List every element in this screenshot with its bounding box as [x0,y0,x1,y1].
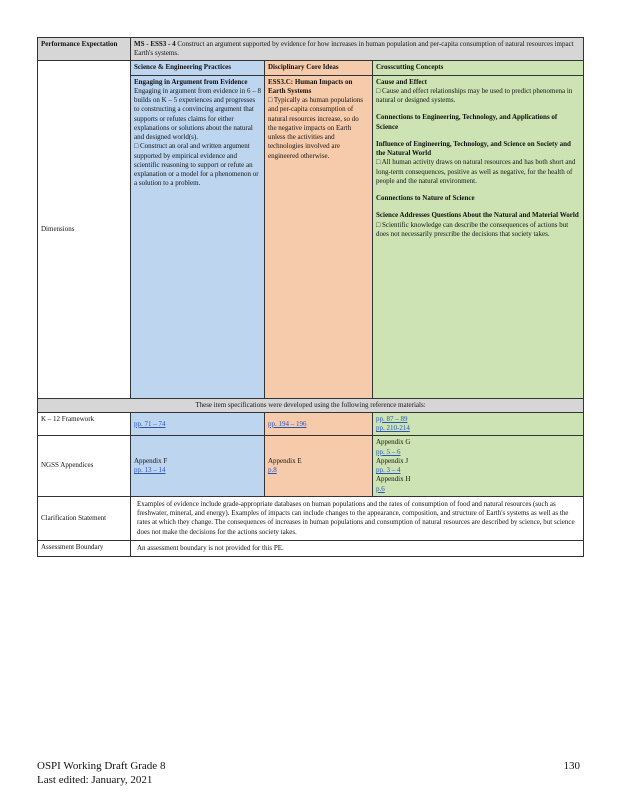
dci-body: ESS3.C: Human Impacts on Earth Systems T… [264,74,373,399]
footer-edited: Last edited: January, 2021 [37,773,153,786]
ccc-section-bullet: Scientific knowledge can describe the co… [376,221,580,239]
page-number: 130 [563,760,581,772]
framework-row: K – 12 Framework pp. 71 – 74 pp. 194 – 1… [37,411,584,437]
pe-label: Performance Expectation [37,36,131,62]
assessment-label: Assessment Boundary [37,539,131,557]
appendix-ccc-link[interactable]: pp. 5 – 6 [376,447,401,456]
page-footer: OSPI Working Draft Grade 8 Last edited: … [37,760,165,788]
dimensions-label: Dimensions [37,60,131,399]
framework-sep-link[interactable]: pp. 71 – 74 [134,419,166,428]
appendix-ccc-link[interactable]: pp. 3 – 4 [376,466,401,475]
pe-text-cell: MS - ESS3 - 4 Construct an argument supp… [130,36,584,62]
sep-intro: Engaging in argument from evidence in 6 … [134,86,262,142]
framework-dci-link[interactable]: pp. 194 – 196 [268,419,307,428]
clarification-text: Examples of evidence include grade-appro… [130,495,584,541]
assessment-row: Assessment Boundary An assessment bounda… [37,539,584,557]
dci-title: ESS3.C: Human Impacts on Earth Systems [268,77,353,95]
pe-code: MS - ESS3 - 4 [134,40,176,48]
ccc-section-bullet: Cause and effect relationships may be us… [376,87,580,105]
appendix-ccc-title: Appendix H [376,475,411,484]
sep-title: Engaging in Argument from Evidence [134,77,248,86]
appendix-ccc-title: Appendix J [376,456,409,465]
sep-bullet: Construct an oral and written argument s… [134,142,261,188]
pe-text: Construct an argument supported by evide… [134,40,574,58]
appendices-label: NGSS Appendices [37,435,131,497]
clarification-label: Clarification Statement [37,495,131,541]
dci-bullet: Typically as human populations and per-c… [268,96,369,161]
appendices-row: NGSS Appendices Appendix F pp. 13 – 14 A… [37,435,584,497]
ccc-body: Cause and Effect Cause and effect relati… [372,74,584,399]
footer-draft: OSPI Working Draft Grade 8 [37,760,166,772]
assessment-text: An assessment boundary is not provided f… [130,539,584,557]
framework-dci-cell: pp. 194 – 196 [264,411,373,437]
sep-body: Engaging in Argument from Evidence Engag… [130,74,265,399]
framework-label: K – 12 Framework [37,411,131,437]
reference-note: These item specifications were developed… [37,397,584,413]
framework-sep-cell: pp. 71 – 74 [130,411,265,437]
framework-ccc-cell: pp. 87 – 89 pp. 210-214 [372,411,584,437]
appendix-dci-title: Appendix E [268,456,302,465]
ccc-section-bullet: All human activity draws on natural reso… [376,158,580,186]
appendix-ccc-link[interactable]: p.6 [376,484,385,493]
dimensions-header-row: Dimensions Science & Engineering Practic… [37,60,584,399]
reference-note-row: These item specifications were developed… [37,397,584,413]
ccc-section-title: Science Addresses Questions About the Na… [376,211,579,220]
sep-header: Science & Engineering Practices [130,60,265,76]
appendix-sep-title: Appendix F [134,456,168,465]
clarification-row: Clarification Statement Examples of evid… [37,495,584,541]
dimensions-body-row: Engaging in Argument from Evidence Engag… [38,74,584,399]
ccc-section-title: Connections to Engineering, Technology, … [376,113,558,131]
appendix-sep-cell: Appendix F pp. 13 – 14 [130,435,265,497]
appendix-ccc-cell: Appendix G pp. 5 – 6 Appendix J pp. 3 – … [372,435,584,497]
appendix-dci-cell: Appendix E p.8 [264,435,373,497]
appendix-ccc-title: Appendix G [376,438,411,447]
item-spec-table: Performance Expectation MS - ESS3 - 4 Co… [37,36,584,557]
ccc-section-title: Connections to Nature of Science [376,194,475,203]
ccc-header: Crosscutting Concepts [372,60,584,76]
dci-header: Disciplinary Core Ideas [264,60,373,76]
spec-document: Performance Expectation MS - ESS3 - 4 Co… [37,36,584,557]
ccc-section-title: Cause and Effect [376,77,427,86]
pe-row: Performance Expectation MS - ESS3 - 4 Co… [37,36,584,62]
framework-ccc-link[interactable]: pp. 87 – 89 [376,414,408,423]
ccc-section-title: Influence of Engineering, Technology, an… [376,139,571,158]
appendix-sep-link[interactable]: pp. 13 – 14 [134,466,166,475]
appendix-dci-link[interactable]: p.8 [268,466,277,475]
framework-ccc-link[interactable]: pp. 210-214 [376,424,410,433]
